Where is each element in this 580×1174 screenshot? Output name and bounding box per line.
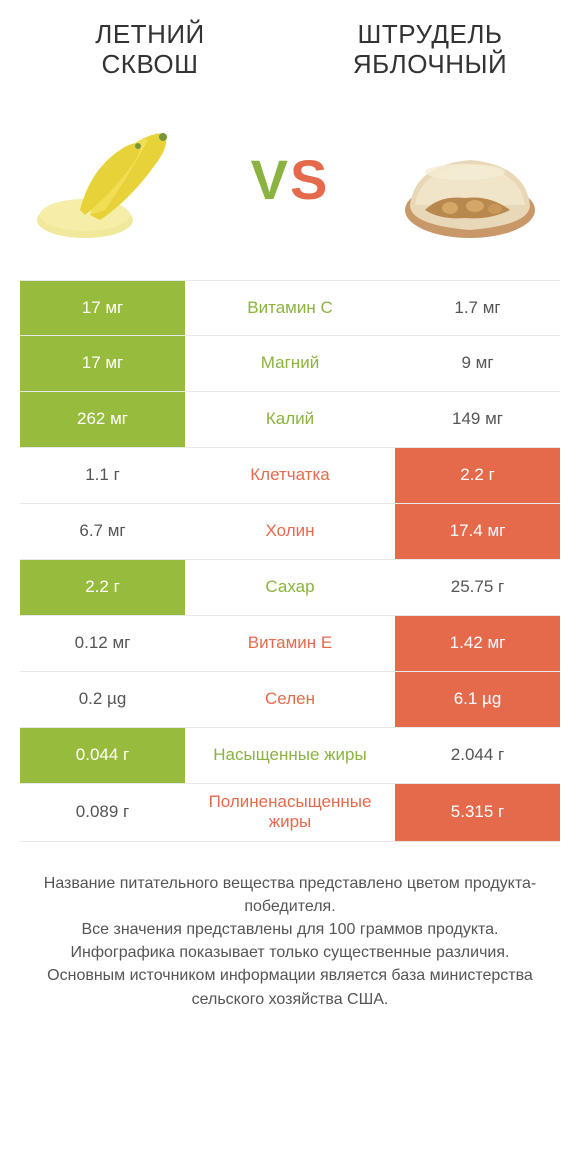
nutrient-label: Магний xyxy=(185,336,395,391)
nutrient-label: Витамин C xyxy=(185,281,395,335)
left-title-line1: ЛЕТНИЙ xyxy=(10,20,290,50)
footer-line1: Название питательного вещества представл… xyxy=(24,872,556,918)
vs-label: VS xyxy=(251,147,330,212)
table-row: 0.2 µgСелен6.1 µg xyxy=(20,672,560,728)
right-value-cell: 2.044 г xyxy=(395,728,560,783)
right-value-cell: 5.315 г xyxy=(395,784,560,841)
left-food-image xyxy=(30,110,190,250)
left-value-cell: 0.089 г xyxy=(20,784,185,841)
right-value-cell: 6.1 µg xyxy=(395,672,560,727)
infographic-container: ЛЕТНИЙ СКВОШ ШТРУДЕЛЬ ЯБЛОЧНЫЙ VS xyxy=(0,0,580,1174)
table-row: 262 мгКалий149 мг xyxy=(20,392,560,448)
nutrient-label: Холин xyxy=(185,504,395,559)
table-row: 2.2 гСахар25.75 г xyxy=(20,560,560,616)
right-value-cell: 149 мг xyxy=(395,392,560,447)
left-title-block: ЛЕТНИЙ СКВОШ xyxy=(10,20,290,80)
right-title-line2: ЯБЛОЧНЫЙ xyxy=(290,50,570,80)
table-row: 1.1 гКлетчатка2.2 г xyxy=(20,448,560,504)
footer-line4: Основным источником информации является … xyxy=(24,964,556,1010)
images-row: VS xyxy=(0,90,580,280)
left-value-cell: 0.2 µg xyxy=(20,672,185,727)
right-value-cell: 25.75 г xyxy=(395,560,560,615)
right-value-cell: 9 мг xyxy=(395,336,560,391)
right-value-cell: 17.4 мг xyxy=(395,504,560,559)
footer-line3: Инфографика показывает только существенн… xyxy=(24,941,556,964)
footer-line2: Все значения представлены для 100 граммо… xyxy=(24,918,556,941)
footer-notes: Название питательного вещества представл… xyxy=(0,842,580,1031)
left-title-line2: СКВОШ xyxy=(10,50,290,80)
nutrient-label: Клетчатка xyxy=(185,448,395,503)
nutrient-label: Калий xyxy=(185,392,395,447)
vs-letter-v: V xyxy=(251,148,290,211)
nutrient-label: Селен xyxy=(185,672,395,727)
right-food-image xyxy=(390,110,550,250)
nutrient-label: Насыщенные жиры xyxy=(185,728,395,783)
nutrient-table: 17 мгВитамин C1.7 мг17 мгМагний9 мг262 м… xyxy=(0,280,580,842)
table-row: 17 мгВитамин C1.7 мг xyxy=(20,280,560,336)
left-value-cell: 17 мг xyxy=(20,336,185,391)
header-row: ЛЕТНИЙ СКВОШ ШТРУДЕЛЬ ЯБЛОЧНЫЙ xyxy=(0,0,580,90)
table-row: 6.7 мгХолин17.4 мг xyxy=(20,504,560,560)
table-row: 0.12 мгВитамин E1.42 мг xyxy=(20,616,560,672)
nutrient-label: Сахар xyxy=(185,560,395,615)
nutrient-label: Полиненасыщенные жиры xyxy=(185,784,395,841)
table-row: 0.044 гНасыщенные жиры2.044 г xyxy=(20,728,560,784)
nutrient-label: Витамин E xyxy=(185,616,395,671)
right-title-block: ШТРУДЕЛЬ ЯБЛОЧНЫЙ xyxy=(290,20,570,80)
table-row: 0.089 гПолиненасыщенные жиры5.315 г xyxy=(20,784,560,842)
left-value-cell: 2.2 г xyxy=(20,560,185,615)
left-value-cell: 262 мг xyxy=(20,392,185,447)
left-value-cell: 17 мг xyxy=(20,281,185,335)
right-title-line1: ШТРУДЕЛЬ xyxy=(290,20,570,50)
right-value-cell: 1.42 мг xyxy=(395,616,560,671)
left-value-cell: 0.044 г xyxy=(20,728,185,783)
left-value-cell: 6.7 мг xyxy=(20,504,185,559)
right-value-cell: 1.7 мг xyxy=(395,281,560,335)
vs-letter-s: S xyxy=(290,148,329,211)
left-value-cell: 0.12 мг xyxy=(20,616,185,671)
left-value-cell: 1.1 г xyxy=(20,448,185,503)
right-value-cell: 2.2 г xyxy=(395,448,560,503)
table-row: 17 мгМагний9 мг xyxy=(20,336,560,392)
